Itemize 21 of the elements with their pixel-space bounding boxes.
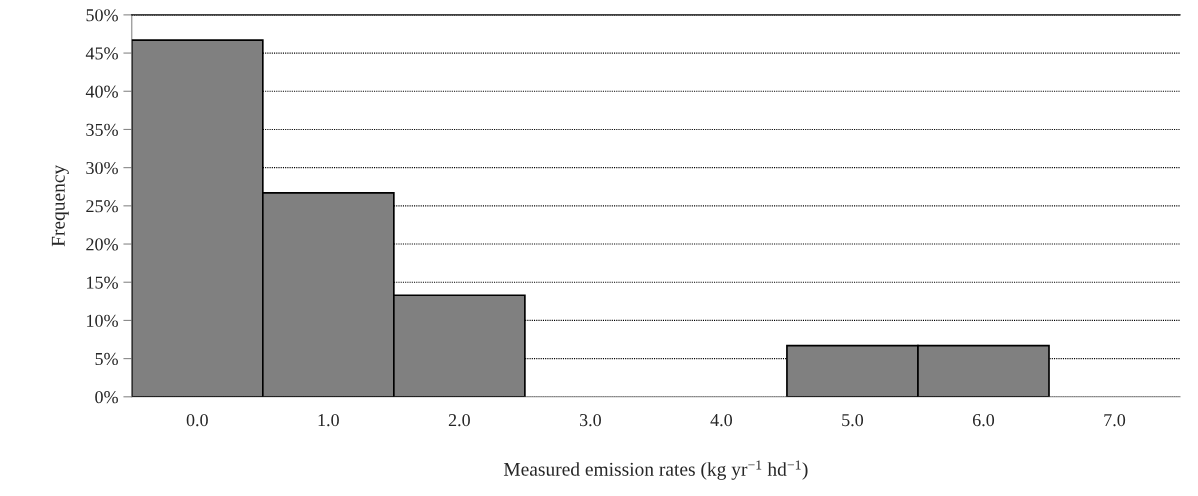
y-tick-label: 40% xyxy=(85,85,118,98)
x-tick-label: 2.0 xyxy=(448,413,470,427)
y-axis-title: Frequency xyxy=(51,164,69,247)
y-tick-label: 20% xyxy=(86,238,118,251)
x-axis-title: Measured emission rates (kg yr$^{−1}$ hd$^{−1}$) xyxy=(503,460,808,480)
y-tick-label: 45% xyxy=(85,47,118,60)
y-tick-label: 35% xyxy=(86,123,118,136)
y-tick-label: 50% xyxy=(86,9,118,22)
y-tick-label: 15% xyxy=(87,276,118,289)
y-tick-label: 10% xyxy=(87,314,118,327)
x-tick-label: 6.0 xyxy=(972,413,995,427)
x-tick-label: 5.0 xyxy=(842,413,864,427)
x-tick-label: 7.0 xyxy=(1104,413,1126,427)
x-tick-label: 0.0 xyxy=(186,413,208,427)
x-tick-label: 3.0 xyxy=(579,413,601,427)
y-tick-label: 5% xyxy=(95,352,118,366)
x-tick-label: 4.0 xyxy=(710,413,733,427)
y-tick-label: 0% xyxy=(95,391,118,404)
y-tick-label: 25% xyxy=(86,200,118,213)
x-tick-label: 1.0 xyxy=(318,413,339,427)
y-tick-label: 30% xyxy=(86,161,118,175)
